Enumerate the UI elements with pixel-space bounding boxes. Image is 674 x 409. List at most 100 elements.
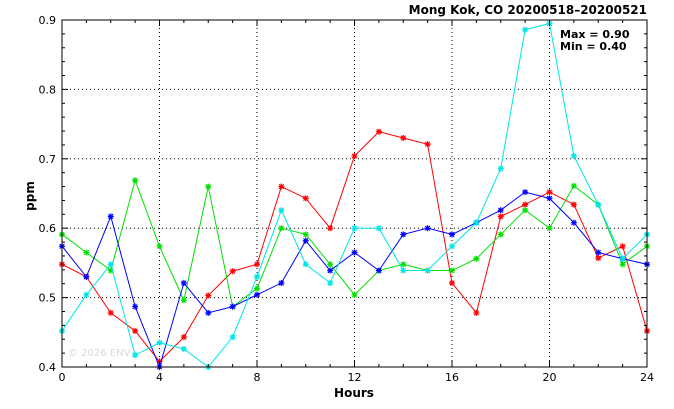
data-point [254,285,260,292]
data-point [83,273,90,280]
data-point [546,195,553,202]
data-point [205,292,212,299]
y-axis-label: ppm [23,181,37,211]
data-point [254,291,260,298]
data-point [375,267,382,274]
max-annotation: Max = 0.90 [560,28,630,41]
data-point [278,280,285,287]
data-point [619,261,626,268]
y-tick-label: 0.5 [39,292,57,305]
data-point [570,153,577,160]
data-point [229,334,236,341]
data-point [424,225,431,232]
data-point [229,303,236,310]
data-point [83,249,90,256]
data-point [424,141,431,148]
x-tick-label: 24 [640,371,654,384]
min-annotation: Min = 0.40 [560,40,627,53]
data-point [278,207,285,214]
data-point [473,309,480,316]
data-point [570,182,577,189]
data-point [595,255,602,262]
data-point [449,280,455,287]
series-1 [59,128,650,365]
axis-ticks: 0 4 8 12 16 20 24 0.4 0.5 0.6 0.7 0.8 0.9 [39,14,655,384]
data-point [473,255,480,262]
data-point [375,128,382,135]
data-point [400,261,407,268]
series-line [61,178,648,308]
data-point [449,267,455,274]
data-point [302,231,309,238]
data-point [351,249,358,256]
data-point [546,225,553,232]
data-point [205,309,212,316]
data-point [473,219,480,226]
data-point [132,303,139,310]
data-point [497,165,504,172]
data-point [595,249,602,256]
data-point [400,134,407,141]
watermark: © 2026 ENV [68,348,131,359]
data-point [83,291,90,298]
grid-lines [62,20,647,367]
data-point [278,225,285,232]
data-point [400,231,407,238]
x-tick-label: 16 [445,371,459,384]
data-point [351,225,358,232]
data-point [180,345,187,352]
data-point [497,231,504,238]
data-point [327,261,334,268]
x-tick-label: 4 [156,371,163,384]
y-tick-label: 0.4 [39,361,57,374]
y-tick-label: 0.7 [39,153,57,166]
data-point [254,261,260,268]
data-point [302,195,309,202]
data-point [619,243,626,250]
data-point [375,225,382,232]
data-point [302,261,309,268]
data-point [497,213,504,220]
data-point [400,267,407,274]
data-point [156,339,163,346]
y-tick-label: 0.9 [39,14,57,27]
series-layer [59,20,650,370]
series-2 [59,177,650,310]
data-point [107,309,114,316]
data-point [522,26,529,33]
data-point [180,297,187,304]
data-point [449,231,455,238]
y-tick-label: 0.8 [39,83,57,96]
data-point [156,243,163,250]
x-tick-label: 12 [348,371,362,384]
data-point [351,153,358,160]
data-point [522,189,529,196]
data-point [180,334,187,341]
data-point [205,183,212,190]
data-point [619,255,626,262]
data-point [107,213,114,220]
data-point [522,207,529,214]
data-point [107,261,114,268]
data-point [302,237,309,244]
chart-title: Mong Kok, CO 20200518–20200521 [409,3,647,17]
data-point [132,177,139,184]
data-point [546,189,553,196]
series-line [61,22,648,368]
x-axis-label: Hours [334,386,374,400]
data-point [132,327,139,334]
data-point [254,273,260,280]
data-point [351,291,358,298]
x-tick-label: 20 [543,371,557,384]
data-point [522,201,529,208]
data-point [570,201,577,208]
data-point [595,201,602,208]
x-tick-label: 0 [59,371,66,384]
data-point [180,280,187,287]
x-tick-label: 8 [254,371,261,384]
y-tick-label: 0.6 [39,222,57,235]
data-point [229,268,236,275]
data-point [278,183,285,190]
data-point [424,267,431,274]
